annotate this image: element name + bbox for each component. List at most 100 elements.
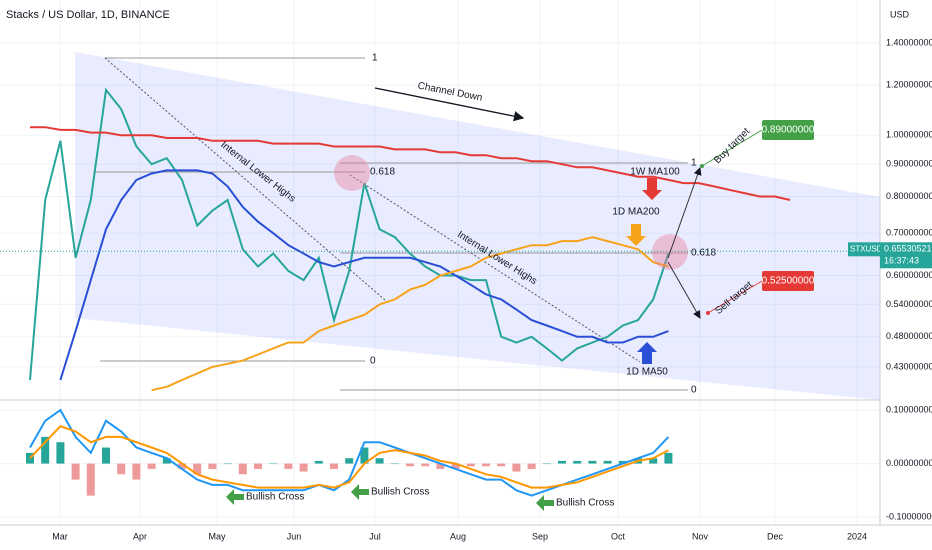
histogram-bar <box>482 463 490 467</box>
histogram-bar <box>193 463 202 475</box>
histogram-bar <box>390 463 399 465</box>
histogram-bar <box>178 463 186 469</box>
histogram-bar <box>436 463 445 469</box>
y-tick-label: 0.43000000 <box>886 361 932 371</box>
sell-target-box <box>762 271 814 291</box>
chart-title: Stacks / US Dollar, 1D, BINANCE <box>6 9 170 21</box>
x-tick-label: Jun <box>287 531 302 541</box>
histogram-bar <box>269 463 278 465</box>
trend-lines <box>104 57 641 363</box>
histogram-bar <box>406 463 414 467</box>
series-line <box>29 425 669 489</box>
arrow-ma200 <box>626 224 646 246</box>
series-line <box>30 126 791 201</box>
histogram-bar <box>360 447 369 464</box>
x-tick-label: Dec <box>767 531 784 541</box>
channel <box>75 52 880 400</box>
series-line <box>29 87 670 381</box>
fib-label: 0.618 <box>691 248 716 259</box>
histogram-bar <box>102 447 110 464</box>
x-tick-label: Jul <box>369 531 381 541</box>
histogram-bar <box>527 463 536 469</box>
x-tick-label: Aug <box>450 531 466 541</box>
histogram-bar <box>542 463 551 465</box>
last-price-box <box>848 242 880 257</box>
arrow-ma50 <box>637 342 657 364</box>
y-tick-label: 1.40000000 <box>886 37 932 47</box>
annotation: 1W MA100 <box>630 167 680 178</box>
sell-target-value: 0.52500000 <box>762 276 815 287</box>
histogram-bar <box>345 458 354 464</box>
x-tick-label: Oct <box>611 531 626 541</box>
histogram-bar <box>618 460 627 464</box>
last-price-box <box>880 242 932 269</box>
y-tick-label: 1.00000000 <box>886 130 932 140</box>
x-tick-label: May <box>208 531 226 541</box>
y-tick-label: 0.00000000 <box>886 458 932 468</box>
cross-markers <box>226 484 554 511</box>
series-line <box>151 236 669 392</box>
annotation: Bullish Cross <box>371 487 429 498</box>
projection <box>667 129 763 319</box>
fib-lines <box>95 57 688 391</box>
series-line <box>59 169 669 381</box>
y-tick-label: 0.90000000 <box>886 159 932 169</box>
histogram-bar <box>314 460 323 464</box>
fib-label: 0 <box>691 385 697 396</box>
histogram-bar <box>147 463 156 469</box>
histogram-bar <box>451 463 460 469</box>
fib-label: 0 <box>370 356 376 367</box>
annotation: Bullish Cross <box>246 492 304 503</box>
y-tick-label: 0.60000000 <box>886 270 932 280</box>
histogram-bar <box>208 463 217 469</box>
y-tick-label: 0.70000000 <box>886 228 932 238</box>
histogram-bar <box>56 442 65 464</box>
x-tick-label: Apr <box>133 531 147 541</box>
histogram-bar <box>71 463 80 480</box>
fib-label: 0.618 <box>370 167 395 178</box>
buy-target-box <box>762 120 814 140</box>
histogram-bar <box>254 463 262 469</box>
axis: 1.40000000 1.20000000 1.00000000 0.90000000… <box>0 37 932 541</box>
fib-label: 1 <box>372 53 378 64</box>
y-tick-label: 0.10000000 <box>886 405 932 415</box>
fib-label: 1 <box>691 158 697 169</box>
histogram-bar <box>466 463 475 467</box>
x-tick-label: Sep <box>532 531 548 541</box>
histogram-bar <box>664 452 673 464</box>
annotation: Channel Down <box>417 80 484 103</box>
histogram-bar <box>588 460 597 464</box>
histogram-bar <box>223 463 232 465</box>
x-tick-label: Nov <box>692 531 709 541</box>
histogram-bar <box>330 463 338 469</box>
y-tick-label: -0.10000000 <box>886 511 932 521</box>
histogram-bar <box>497 463 506 467</box>
annotation: 1D MA200 <box>612 207 660 218</box>
histogram-bar <box>512 463 521 472</box>
histogram-bar <box>299 463 308 472</box>
histogram-bar <box>132 463 141 480</box>
histogram-bar <box>238 463 247 475</box>
histogram-bar <box>117 463 126 475</box>
histogram-bar <box>421 463 430 467</box>
symbol: STXUSD <box>850 244 883 253</box>
histogram-bar <box>603 460 612 464</box>
annotation: 1D MA50 <box>626 367 668 378</box>
histogram-bar <box>162 458 171 464</box>
histogram-bar <box>573 460 582 464</box>
plot <box>29 87 791 392</box>
grid <box>0 0 880 525</box>
x-tick-label: 2024 <box>847 531 867 541</box>
arrow-ma100 <box>642 178 662 200</box>
highlight <box>334 155 370 191</box>
histogram-bar <box>86 463 95 496</box>
currency: USD <box>890 9 910 19</box>
annotation: Bullish Cross <box>556 498 614 509</box>
histogram-bar <box>558 460 566 464</box>
y-tick-label: 0.48000000 <box>886 331 932 341</box>
histogram-bar <box>375 458 384 464</box>
y-tick-label: 0.54000000 <box>886 299 932 309</box>
histogram-bar <box>26 452 34 464</box>
buy-target-value: 0.89000000 <box>762 125 815 136</box>
